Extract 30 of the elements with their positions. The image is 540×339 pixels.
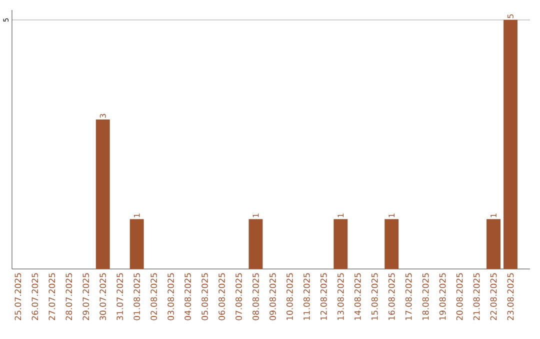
x-tick-label: 27.07.2025 [48,273,56,320]
x-tick-label: 21.08.2025 [473,273,480,320]
x-tick-label: 03.08.2025 [168,273,174,320]
x-tick-label: 17.08.2025 [405,273,412,320]
x-tick-label: 06.08.2025 [218,273,225,320]
x-tick-label: 15.08.2025 [371,273,378,320]
x-tick-label: 22.08.2025 [490,273,497,320]
x-tick-label: 13.08.2025 [337,273,344,320]
x-tick-label: 31.07.2025 [116,273,124,320]
x-tick-label: 04.08.2025 [184,273,191,320]
x-tick-label: 05.08.2025 [202,273,208,320]
x-tick-label: 01.08.2025 [134,273,140,320]
x-tick-label: 29.07.2025 [82,273,90,320]
x-tick-label: 09.08.2025 [270,273,276,320]
x-tick-label: 12.08.2025 [320,273,327,320]
x-tick-label: 07.08.2025 [236,273,242,320]
x-tick-label: 10.08.2025 [286,273,293,320]
x-tick-label: 23.08.2025 [507,273,514,320]
x-tick-label: 18.08.2025 [422,273,429,320]
x-tick-label: 02.08.2025 [150,273,158,320]
x-tick-label: 20.08.2025 [456,273,463,320]
x-tick-label: 11.08.2025 [303,273,310,320]
x-tick-label: 28.07.2025 [66,273,72,320]
x-tick-label: 16.08.2025 [388,273,395,320]
x-tick-label: 30.07.2025 [100,273,106,320]
x-tick-label: 08.08.2025 [252,273,259,320]
x-tick-label: 25.07.2025 [14,273,22,320]
x-tick-label: 19.08.2025 [439,273,446,320]
x-tick-label: 14.08.2025 [354,273,361,320]
x-tick-label: 26.07.2025 [32,273,38,320]
